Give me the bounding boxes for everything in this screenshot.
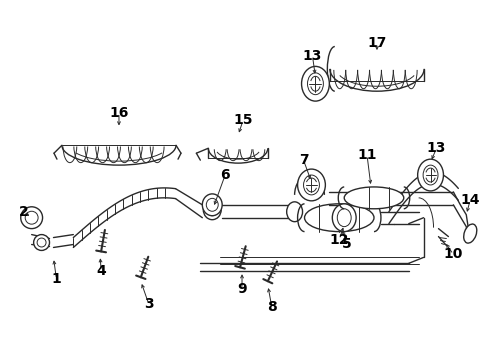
Text: 3: 3: [143, 297, 153, 311]
Ellipse shape: [206, 198, 218, 211]
Ellipse shape: [207, 204, 217, 216]
Text: 13: 13: [302, 49, 322, 63]
Ellipse shape: [344, 187, 403, 209]
Text: 2: 2: [19, 205, 28, 219]
Ellipse shape: [20, 207, 42, 229]
Text: 6: 6: [220, 168, 229, 182]
Ellipse shape: [303, 175, 319, 195]
Text: 11: 11: [357, 148, 376, 162]
Text: 7: 7: [298, 153, 308, 167]
Ellipse shape: [422, 165, 437, 185]
Ellipse shape: [332, 204, 355, 231]
Ellipse shape: [417, 159, 443, 191]
Text: 14: 14: [460, 193, 479, 207]
Ellipse shape: [202, 194, 222, 216]
Ellipse shape: [301, 66, 328, 101]
Text: 5: 5: [342, 238, 351, 252]
Ellipse shape: [337, 209, 350, 227]
Ellipse shape: [463, 224, 476, 243]
Text: 17: 17: [366, 36, 386, 50]
Ellipse shape: [286, 202, 302, 222]
Text: 15: 15: [233, 113, 252, 127]
Text: 1: 1: [51, 272, 61, 286]
Ellipse shape: [203, 200, 221, 220]
Text: 12: 12: [329, 233, 348, 247]
Ellipse shape: [307, 73, 323, 95]
Ellipse shape: [25, 211, 38, 224]
Ellipse shape: [297, 169, 325, 201]
Ellipse shape: [304, 204, 373, 231]
Text: 16: 16: [109, 105, 128, 120]
Text: 8: 8: [266, 300, 276, 314]
Text: 4: 4: [96, 264, 106, 278]
Ellipse shape: [34, 235, 49, 251]
Text: 10: 10: [443, 247, 462, 261]
Text: 13: 13: [426, 141, 445, 155]
Ellipse shape: [37, 238, 46, 247]
Text: 9: 9: [237, 282, 246, 296]
